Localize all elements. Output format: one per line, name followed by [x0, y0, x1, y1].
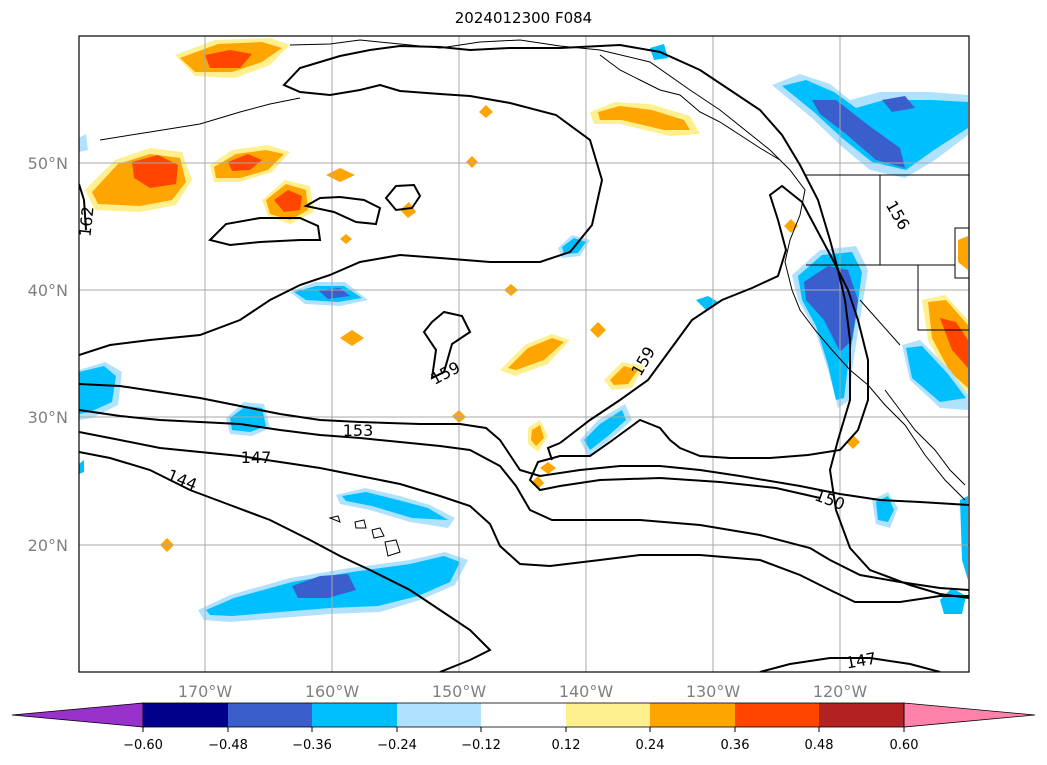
- colorbar-tick-label: 0.36: [721, 738, 750, 753]
- contour-label-153: 153: [343, 421, 374, 440]
- colorbar-tick-label: 0.48: [805, 738, 834, 753]
- negative-anomaly-region: [804, 266, 858, 352]
- lon-label-160w: 160°W: [305, 682, 360, 701]
- negative-anomaly-region: [876, 496, 894, 522]
- colorbar-tick-label: −0.60: [123, 738, 163, 753]
- negative-anomaly-region: [812, 100, 905, 168]
- lon-label-130w: 130°W: [686, 682, 741, 701]
- colorbar-segment: [481, 703, 566, 727]
- lat-label-50n: 50°N: [28, 154, 68, 173]
- colorbar-segment: [650, 703, 735, 727]
- colorbar-tick-label: −0.48: [208, 738, 248, 753]
- colorbar-frame: [142, 702, 905, 728]
- colorbar-ticks: [142, 727, 905, 732]
- negative-anomaly-region: [79, 460, 84, 474]
- colorbar-segment: [143, 703, 228, 727]
- lat-label-40n: 40°N: [28, 281, 68, 300]
- positive-anomaly-region: [928, 300, 968, 388]
- negative-anomaly-region: [882, 96, 915, 112]
- positive-anomaly-region: [531, 425, 544, 446]
- plot-frame: [78, 35, 970, 673]
- positive-anomaly-region: [590, 322, 606, 338]
- colorbar-tick-label: −0.24: [377, 738, 417, 753]
- positive-anomaly-region: [508, 338, 564, 370]
- colorbar-tick-label: −0.12: [461, 738, 501, 753]
- lon-label-170w: 170°W: [178, 682, 233, 701]
- lat-label-30n: 30°N: [28, 408, 68, 427]
- colorbar-tick-label: 0.60: [890, 738, 919, 753]
- colorbar-low-extension: [11, 702, 144, 728]
- colorbar-segment: [228, 703, 312, 727]
- contour-label-162: 162: [75, 205, 97, 237]
- positive-anomaly-region: [274, 190, 302, 212]
- negative-anomaly-region: [906, 346, 966, 402]
- colorbar-high-extension: [903, 702, 1036, 728]
- negative-anomaly-region: [960, 496, 968, 580]
- positive-anomaly-region: [205, 50, 252, 68]
- negative-anomaly-region: [342, 492, 448, 520]
- colorbar-segment: [819, 703, 904, 727]
- colorbar-tick-label: −0.36: [292, 738, 332, 753]
- colorbar-segment: [397, 703, 481, 727]
- graticule: [79, 36, 969, 672]
- latitude-labels: 50°N 40°N 30°N 20°N: [28, 154, 68, 555]
- lon-label-120w: 120°W: [813, 682, 868, 701]
- positive-anomaly-region: [479, 105, 493, 118]
- anomaly-fill-layer: [79, 38, 968, 622]
- negative-anomaly-region: [318, 288, 350, 299]
- positive-anomaly-region: [540, 462, 556, 474]
- positive-anomaly-region: [958, 236, 968, 270]
- negative-anomaly-region: [292, 574, 356, 598]
- map-title: 2024012300 F084: [454, 9, 593, 27]
- colorbar-tick-label: 0.12: [552, 738, 581, 753]
- contour-label-147: 147: [241, 448, 272, 467]
- positive-anomaly-region: [400, 202, 416, 218]
- negative-anomaly-region: [230, 406, 266, 432]
- positive-anomaly-region: [326, 168, 355, 182]
- contour-label-147: 147: [844, 649, 877, 673]
- colorbar-segment: [312, 703, 397, 727]
- colorbar: −0.60 −0.48 −0.36 −0.24 −0.12 0.12 0.24 …: [11, 702, 1036, 753]
- colorbar-segment: [566, 703, 650, 727]
- lon-label-140w: 140°W: [559, 682, 614, 701]
- positive-anomaly-region: [340, 330, 364, 346]
- longitude-labels: 170°W 160°W 150°W 140°W 130°W 120°W: [178, 682, 868, 701]
- lat-label-20n: 20°N: [28, 536, 68, 555]
- negative-anomaly-region: [79, 366, 116, 414]
- positive-anomaly-region: [340, 234, 352, 244]
- colorbar-segment: [735, 703, 819, 727]
- positive-anomaly-region: [466, 156, 478, 168]
- positive-anomaly-region: [610, 366, 638, 385]
- colorbar-tick-label: 0.24: [636, 738, 665, 753]
- negative-anomaly-region: [584, 410, 626, 450]
- positive-anomaly-region: [598, 106, 690, 130]
- negative-anomaly-region: [79, 134, 88, 152]
- positive-anomaly-region: [532, 476, 544, 489]
- coastline-layer: [99, 39, 969, 557]
- height-contour-layer: [79, 43, 969, 672]
- lon-label-150w: 150°W: [432, 682, 487, 701]
